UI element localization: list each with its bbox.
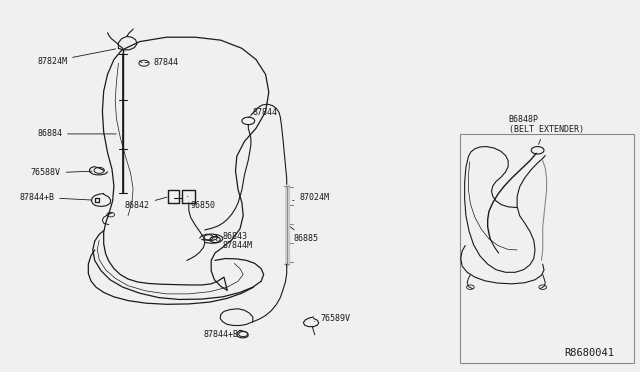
Text: 76588V: 76588V bbox=[31, 169, 92, 177]
Text: 86884: 86884 bbox=[37, 129, 116, 138]
Text: 87844+B: 87844+B bbox=[204, 330, 242, 339]
Text: 87844+B: 87844+B bbox=[19, 193, 92, 202]
Text: 76589V: 76589V bbox=[314, 314, 350, 323]
Text: 86843: 86843 bbox=[211, 232, 248, 241]
Text: 87824M: 87824M bbox=[37, 49, 116, 66]
Text: 86885: 86885 bbox=[290, 227, 318, 243]
Text: 87844: 87844 bbox=[145, 58, 179, 67]
Text: B6848P
(BELT EXTENDER): B6848P (BELT EXTENDER) bbox=[509, 115, 584, 144]
Bar bbox=[460, 134, 634, 363]
Text: R8680041: R8680041 bbox=[564, 348, 614, 358]
Text: 87844M: 87844M bbox=[216, 240, 253, 250]
Text: 86842: 86842 bbox=[125, 197, 167, 210]
Text: 87844: 87844 bbox=[248, 108, 278, 117]
Text: 87024M: 87024M bbox=[292, 193, 330, 202]
Text: 96850: 96850 bbox=[188, 196, 216, 210]
